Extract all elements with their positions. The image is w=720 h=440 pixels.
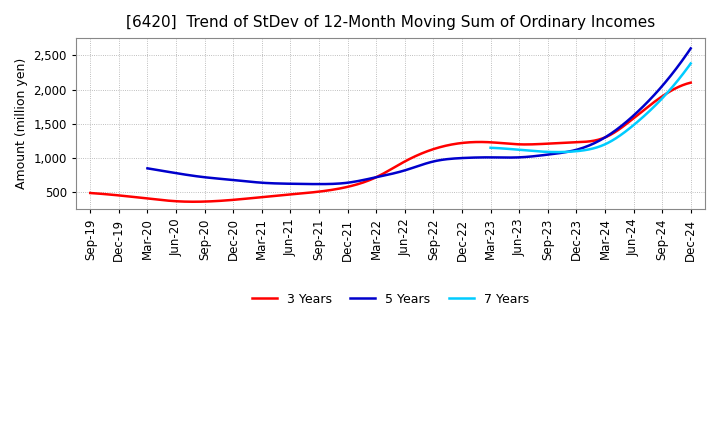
7 Years xyxy=(552,150,561,155)
Legend: 3 Years, 5 Years, 7 Years: 3 Years, 5 Years, 7 Years xyxy=(247,288,534,311)
3 Years xyxy=(686,80,695,85)
3 Years xyxy=(594,137,603,143)
5 Years xyxy=(637,105,646,110)
7 Years xyxy=(656,98,665,103)
3 Years xyxy=(88,191,96,196)
7 Years xyxy=(609,137,618,142)
5 Years xyxy=(686,46,695,51)
3 Years xyxy=(86,191,94,196)
5 Years xyxy=(477,155,486,160)
7 Years xyxy=(606,139,615,144)
3 Years xyxy=(632,113,641,118)
7 Years xyxy=(606,139,614,145)
Line: 7 Years: 7 Years xyxy=(490,63,690,152)
Title: [6420]  Trend of StDev of 12-Month Moving Sum of Ordinary Incomes: [6420] Trend of StDev of 12-Month Moving… xyxy=(126,15,655,30)
5 Years xyxy=(467,155,475,160)
3 Years xyxy=(456,141,464,146)
5 Years xyxy=(314,181,323,187)
Line: 3 Years: 3 Years xyxy=(90,83,690,202)
3 Years xyxy=(444,143,452,148)
Y-axis label: Amount (million yen): Amount (million yen) xyxy=(15,58,28,189)
5 Years xyxy=(603,133,611,139)
3 Years xyxy=(190,199,199,204)
7 Years xyxy=(686,61,695,66)
5 Years xyxy=(143,166,152,171)
7 Years xyxy=(668,84,677,89)
5 Years xyxy=(468,155,477,160)
7 Years xyxy=(487,145,495,150)
3 Years xyxy=(446,142,454,147)
5 Years xyxy=(145,166,153,171)
7 Years xyxy=(486,145,495,150)
Line: 5 Years: 5 Years xyxy=(148,48,690,184)
